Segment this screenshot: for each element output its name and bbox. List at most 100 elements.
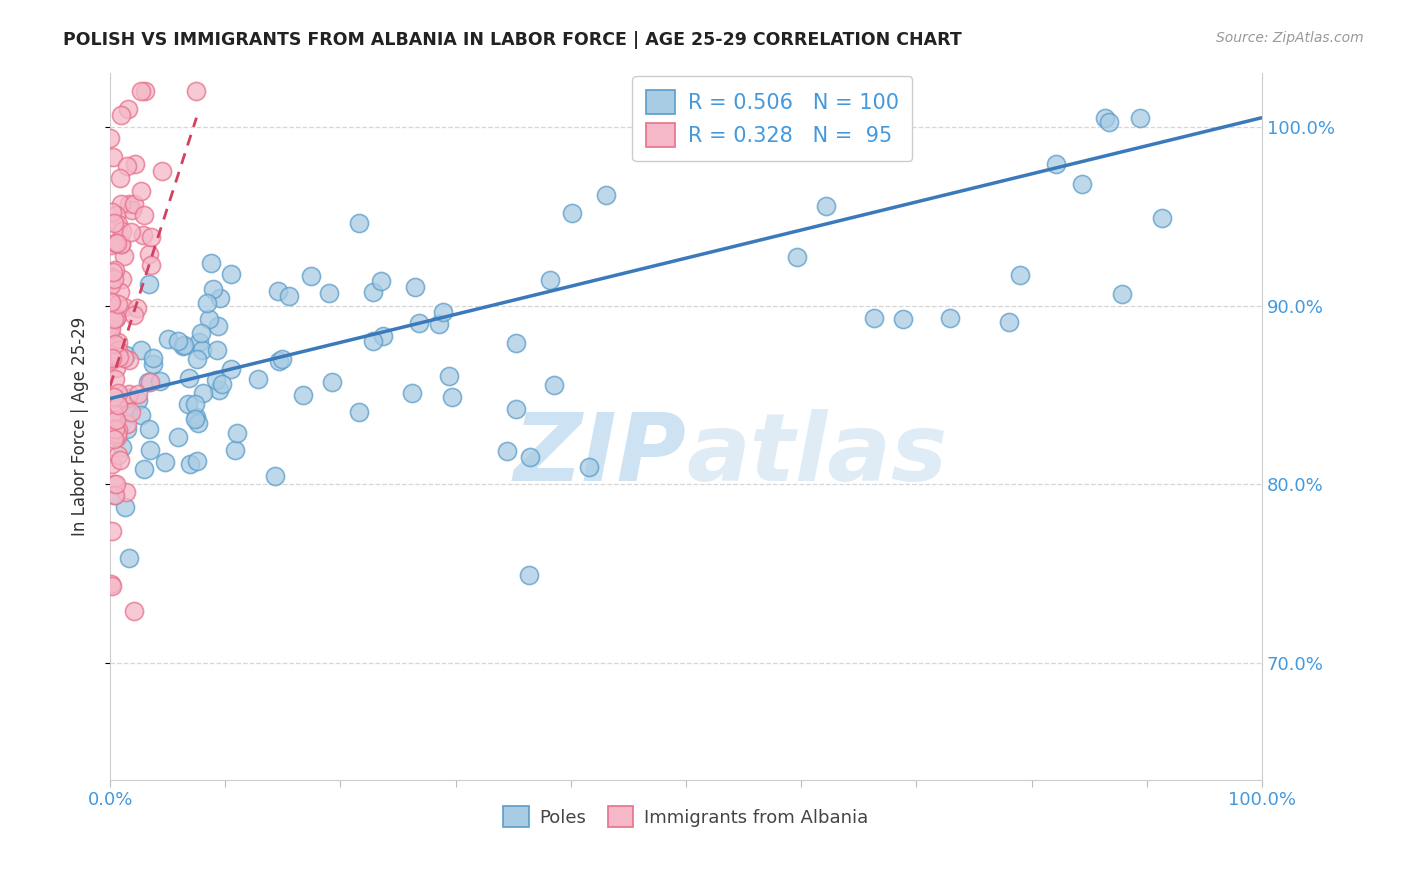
Point bbox=[120, 405, 142, 419]
Point bbox=[191, 343, 214, 357]
Point bbox=[138, 247, 160, 261]
Point bbox=[115, 159, 138, 173]
Point bbox=[101, 457, 124, 471]
Point bbox=[108, 351, 131, 365]
Point bbox=[432, 305, 454, 319]
Point bbox=[440, 391, 463, 405]
Point bbox=[100, 352, 122, 367]
Point bbox=[167, 334, 190, 348]
Point bbox=[209, 291, 232, 305]
Point bbox=[190, 326, 212, 340]
Point bbox=[103, 216, 125, 230]
Point bbox=[100, 351, 122, 366]
Point bbox=[111, 224, 134, 238]
Point bbox=[118, 551, 141, 566]
Point bbox=[120, 225, 142, 239]
Point bbox=[107, 398, 129, 412]
Point bbox=[104, 337, 127, 351]
Point bbox=[200, 255, 222, 269]
Point bbox=[105, 235, 128, 250]
Point bbox=[118, 387, 141, 401]
Point bbox=[110, 170, 132, 185]
Point bbox=[786, 250, 808, 264]
Point bbox=[115, 484, 138, 499]
Point bbox=[179, 457, 201, 471]
Point bbox=[184, 409, 207, 424]
Legend: Poles, Immigrants from Albania: Poles, Immigrants from Albania bbox=[496, 799, 876, 834]
Point bbox=[103, 272, 125, 286]
Point bbox=[104, 310, 127, 325]
Y-axis label: In Labor Force | Age 25-29: In Labor Force | Age 25-29 bbox=[72, 317, 89, 536]
Point bbox=[107, 297, 129, 311]
Point bbox=[177, 397, 200, 411]
Point bbox=[939, 311, 962, 326]
Point bbox=[401, 385, 423, 400]
Point bbox=[115, 348, 138, 362]
Point bbox=[105, 426, 128, 441]
Point bbox=[219, 361, 242, 376]
Point bbox=[104, 488, 127, 502]
Point bbox=[495, 444, 517, 458]
Point bbox=[124, 157, 146, 171]
Point bbox=[107, 448, 129, 462]
Point bbox=[122, 604, 145, 618]
Point bbox=[505, 335, 527, 350]
Point bbox=[104, 371, 127, 385]
Point bbox=[117, 391, 139, 405]
Point bbox=[139, 376, 162, 390]
Point bbox=[100, 295, 122, 310]
Point bbox=[100, 329, 122, 343]
Point bbox=[103, 476, 125, 491]
Point bbox=[138, 421, 160, 435]
Point bbox=[104, 342, 127, 356]
Point bbox=[321, 375, 343, 389]
Point bbox=[139, 442, 162, 457]
Point bbox=[183, 397, 205, 411]
Point bbox=[129, 343, 152, 357]
Point bbox=[132, 461, 155, 475]
Point bbox=[103, 408, 125, 422]
Point bbox=[125, 301, 148, 315]
Point bbox=[208, 383, 231, 397]
Point bbox=[186, 454, 208, 468]
Point bbox=[100, 270, 122, 285]
Point bbox=[112, 351, 135, 366]
Point bbox=[118, 352, 141, 367]
Point bbox=[104, 477, 127, 491]
Point bbox=[122, 309, 145, 323]
Point bbox=[131, 409, 153, 423]
Point bbox=[519, 450, 541, 464]
Point bbox=[142, 357, 165, 371]
Point bbox=[105, 208, 128, 222]
Point bbox=[111, 440, 134, 454]
Point bbox=[891, 312, 914, 326]
Point bbox=[1045, 157, 1067, 171]
Point bbox=[100, 238, 122, 252]
Point bbox=[142, 351, 165, 365]
Point bbox=[101, 205, 124, 219]
Point bbox=[264, 468, 287, 483]
Point bbox=[107, 347, 129, 361]
Point bbox=[104, 350, 127, 364]
Point bbox=[149, 374, 172, 388]
Point bbox=[107, 335, 129, 350]
Point bbox=[291, 387, 314, 401]
Point bbox=[540, 273, 562, 287]
Point bbox=[404, 280, 426, 294]
Point bbox=[207, 319, 229, 334]
Point bbox=[373, 329, 395, 343]
Point bbox=[129, 184, 152, 198]
Point bbox=[427, 318, 450, 332]
Point bbox=[129, 84, 152, 98]
Point bbox=[105, 413, 128, 427]
Point bbox=[1094, 111, 1116, 125]
Point bbox=[101, 421, 124, 435]
Point bbox=[122, 197, 145, 211]
Point bbox=[219, 268, 242, 282]
Point bbox=[110, 237, 132, 252]
Point bbox=[299, 269, 322, 284]
Text: atlas: atlas bbox=[686, 409, 948, 500]
Point bbox=[107, 343, 129, 357]
Point bbox=[363, 334, 385, 349]
Point bbox=[408, 316, 430, 330]
